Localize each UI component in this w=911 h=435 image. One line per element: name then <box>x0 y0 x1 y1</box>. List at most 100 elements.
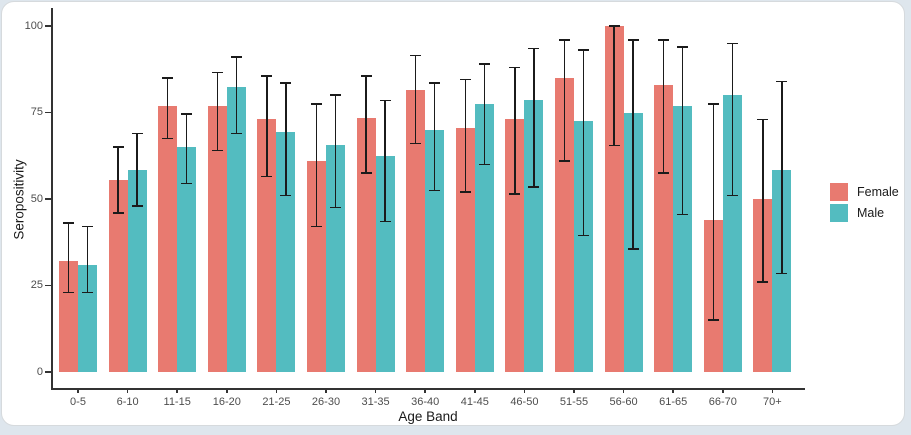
error-bar-line <box>365 76 367 174</box>
error-bar-line <box>582 50 585 236</box>
bar-female-36-40 <box>406 90 426 372</box>
error-bar-cap-top <box>311 103 322 105</box>
y-tick <box>45 198 51 200</box>
error-bar-line <box>613 26 615 146</box>
legend: Female Male <box>830 183 899 225</box>
error-bar-line <box>86 226 89 293</box>
bar-male-61-65 <box>673 105 693 372</box>
error-bar-cap-top <box>211 71 223 74</box>
bar-female-26-30 <box>307 160 326 372</box>
error-bar-cap-top <box>528 47 540 50</box>
x-tick-label: 61-65 <box>659 396 688 408</box>
error-bar-cap-top <box>677 46 689 48</box>
error-bar-cap-bottom <box>627 248 639 250</box>
error-bar-line <box>632 39 634 250</box>
bar-female-51-55 <box>555 77 574 372</box>
error-bar-cap-top <box>776 80 788 83</box>
error-bar-cap-bottom <box>181 182 193 185</box>
bar-female-11-15 <box>158 105 178 372</box>
x-tick <box>226 388 228 393</box>
bar-male-41-45 <box>474 103 494 372</box>
bar-male-31-35 <box>375 155 395 372</box>
error-bar-cap-top <box>658 39 670 41</box>
x-tick-label: 36-40 <box>411 396 440 408</box>
error-bar-cap-bottom <box>82 291 93 294</box>
error-bar-cap-bottom <box>211 149 223 152</box>
error-bar-cap-top <box>261 75 273 77</box>
error-bar-cap-bottom <box>776 272 788 275</box>
error-bar-line <box>235 57 238 134</box>
bar-male-11-15 <box>177 147 197 372</box>
bar-female-6-10 <box>108 179 128 372</box>
x-tick <box>126 388 129 393</box>
x-tick <box>424 388 426 393</box>
error-bar-cap-bottom <box>677 213 689 216</box>
error-bar-cap-bottom <box>757 281 769 283</box>
y-axis-line <box>51 8 53 389</box>
bar-male-26-30 <box>326 145 345 372</box>
legend-label-female: Female <box>857 185 899 199</box>
error-bar-line <box>117 147 119 213</box>
y-tick <box>45 371 51 373</box>
x-tick-label: 51-55 <box>559 396 589 408</box>
x-tick-label: 56-60 <box>609 396 638 408</box>
y-tick <box>45 111 51 114</box>
x-tick <box>325 388 327 393</box>
chart-card: Seropositivity Age Band Female Male 0 25 5… <box>1 1 905 426</box>
error-bar-cap-top <box>608 25 620 27</box>
error-bar-line <box>136 133 138 206</box>
error-bar-cap-top <box>478 63 490 65</box>
y-tick-label: 75 <box>30 106 43 118</box>
bar-female-56-60 <box>604 26 624 372</box>
error-bar-cap-top <box>82 225 93 228</box>
y-tick <box>45 284 51 287</box>
x-tick <box>275 388 278 393</box>
x-tick-label: 21-25 <box>262 396 291 408</box>
bar-male-0-5 <box>78 264 97 372</box>
legend-entry-male: Male <box>830 204 899 222</box>
error-bar-line <box>266 76 268 177</box>
x-tick-label: 26-30 <box>311 396 341 408</box>
error-bar-cap-bottom <box>410 142 422 145</box>
error-bar-line <box>483 64 486 165</box>
error-bar-cap-bottom <box>608 144 620 147</box>
bar-male-21-25 <box>276 131 296 372</box>
y-tick-label: 100 <box>24 19 43 32</box>
error-bar-cap-top <box>112 146 124 148</box>
error-bar-cap-top <box>726 42 738 45</box>
error-bar-cap-top <box>509 66 521 69</box>
error-bar-cap-bottom <box>330 206 341 209</box>
error-bar-cap-top <box>230 56 242 58</box>
error-bar-line <box>712 103 715 321</box>
error-bar-line <box>185 114 188 184</box>
error-bar-line <box>315 103 318 227</box>
error-bar-cap-bottom <box>658 172 670 174</box>
error-bar-cap-top <box>757 118 769 121</box>
error-bar-cap-top <box>131 132 143 134</box>
error-bar-cap-bottom <box>578 234 589 237</box>
plot-panel: Seropositivity Age Band Female Male 0 25 5… <box>2 2 904 425</box>
error-bar-line <box>781 81 783 274</box>
error-bar-cap-bottom <box>528 186 540 188</box>
bar-female-61-65 <box>654 84 674 372</box>
error-bar-line <box>433 83 436 191</box>
bar-male-66-70 <box>722 95 742 372</box>
bar-male-6-10 <box>127 169 147 372</box>
error-bar-cap-bottom <box>261 175 273 178</box>
error-bar-line <box>384 100 386 222</box>
y-tick-label: 50 <box>30 192 43 205</box>
error-bar-line <box>533 48 535 187</box>
error-bar-cap-bottom <box>707 319 719 321</box>
legend-swatch-female <box>830 183 848 201</box>
x-tick <box>77 388 79 393</box>
error-bar-cap-bottom <box>509 193 521 195</box>
error-bar-line <box>216 72 219 151</box>
x-tick <box>771 388 774 393</box>
error-bar-cap-bottom <box>63 291 74 294</box>
error-bar-cap-bottom <box>459 191 471 193</box>
error-bar-line <box>563 39 566 161</box>
x-tick <box>523 388 526 393</box>
legend-label-male: Male <box>857 206 885 220</box>
bar-male-16-20 <box>226 86 246 372</box>
